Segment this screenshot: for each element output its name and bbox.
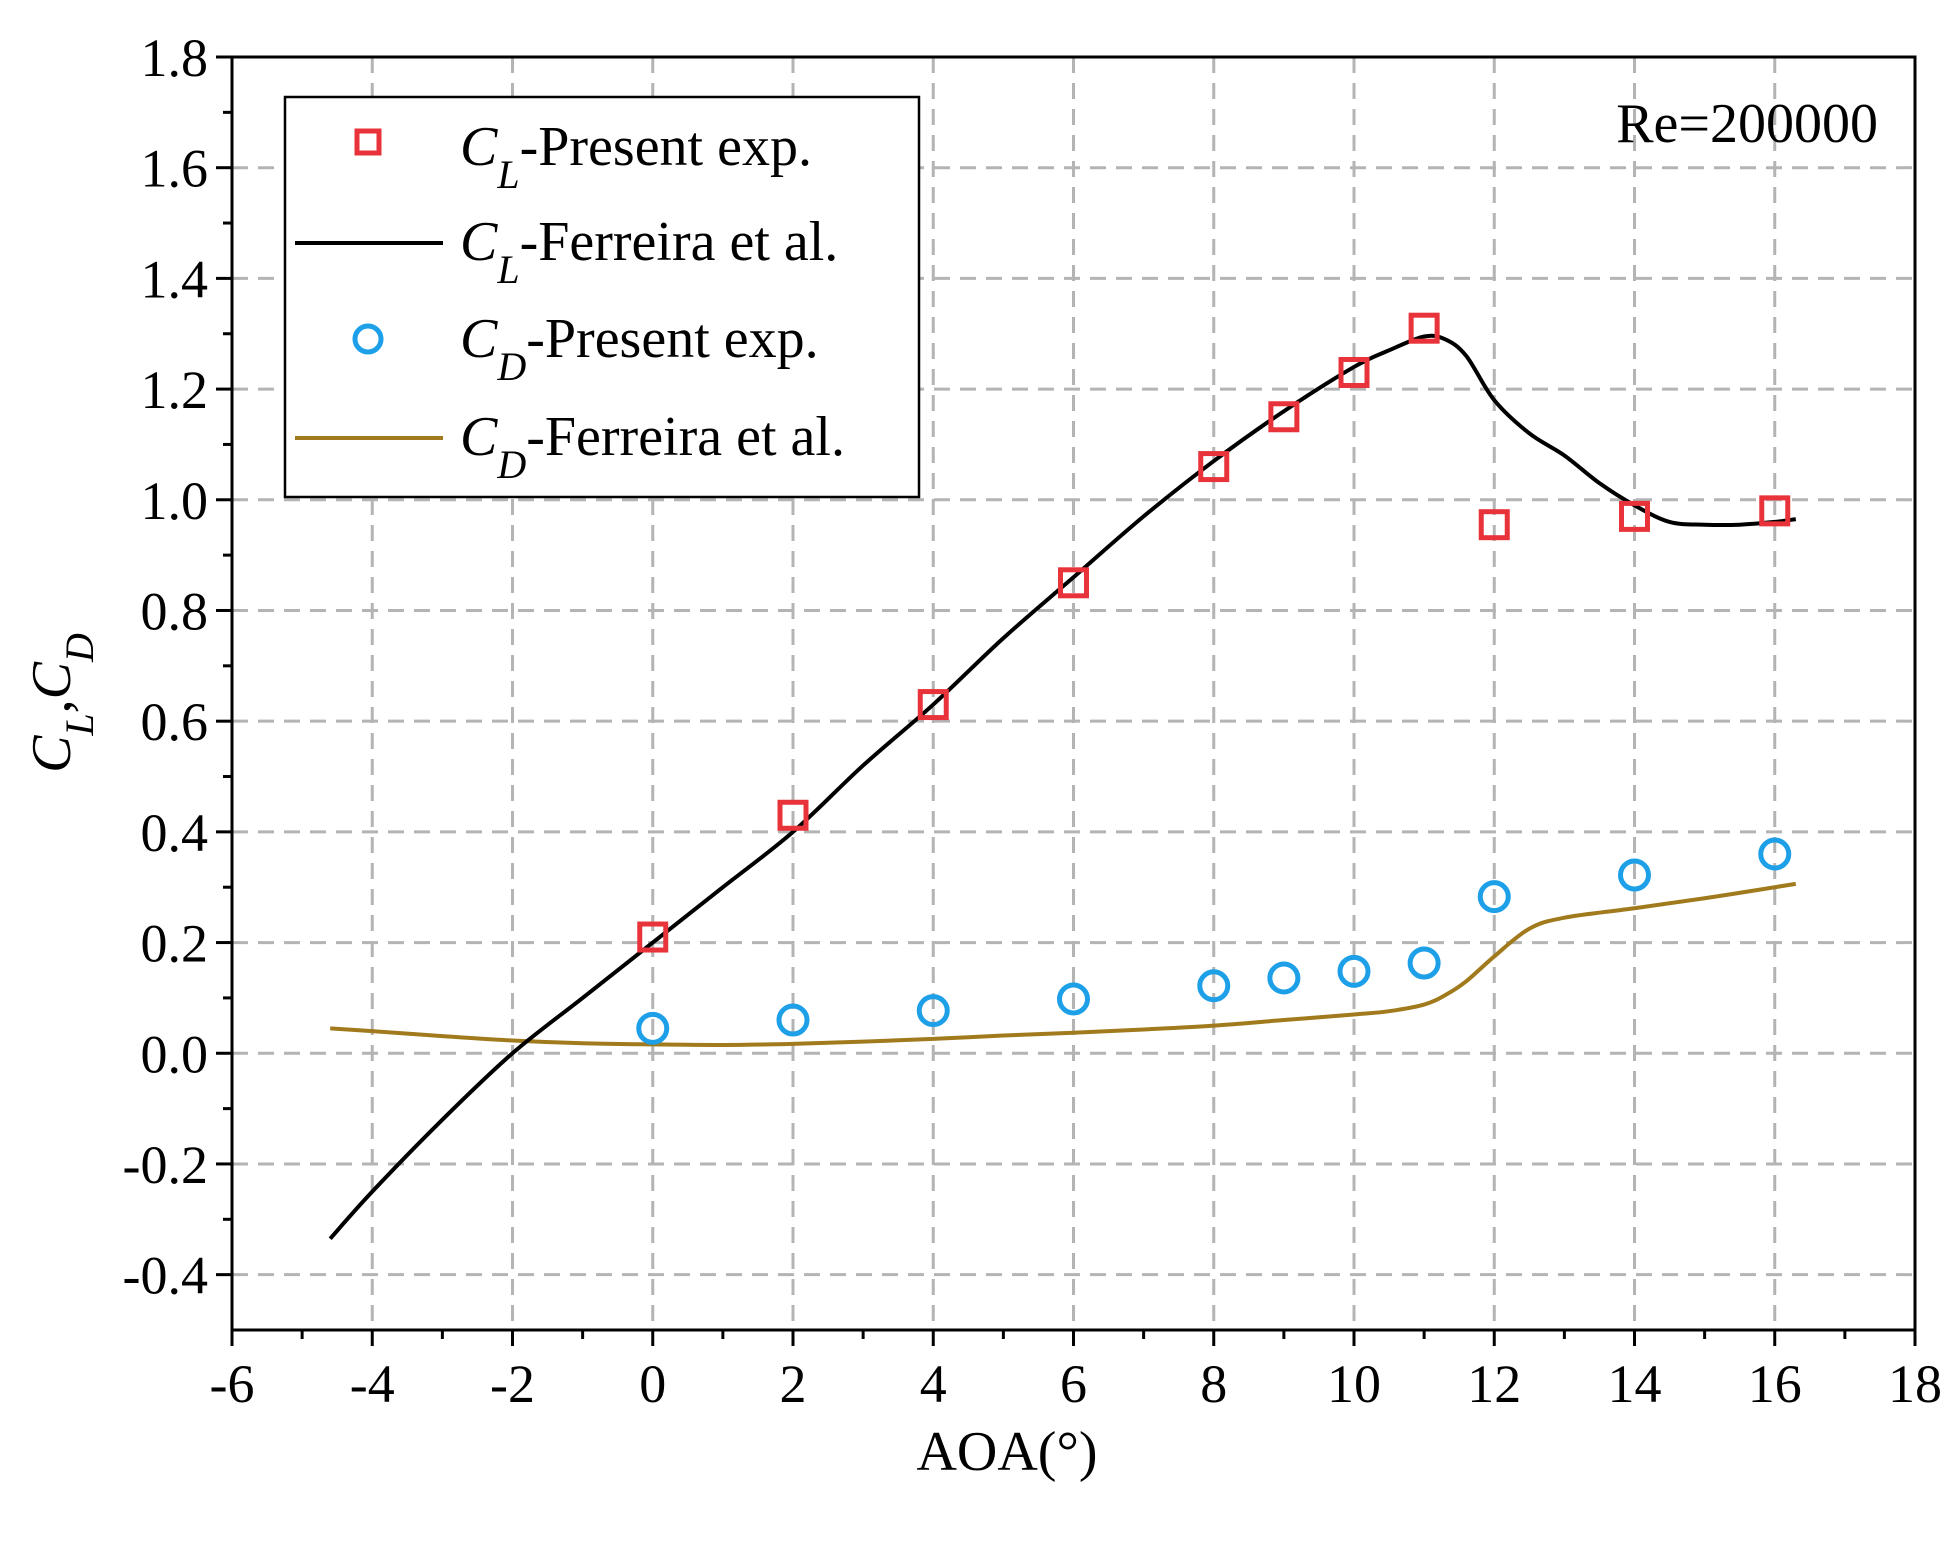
cl-present-exp-point [917,689,949,721]
cd-present-exp-point [1407,946,1441,980]
legend-marker-cd-exp [352,323,384,355]
cd-present-exp-point [1477,880,1511,914]
cd-present-exp-point [1758,837,1792,871]
cd-present-exp-point [1057,982,1090,1016]
y-tick-label: 0.8 [141,581,209,641]
y-tick-label: 1.6 [141,139,209,199]
x-tick-label: 6 [1060,1354,1087,1414]
cl-present-exp-point [1619,500,1650,532]
cl-present-exp-point [1268,401,1300,433]
x-tick-label: 0 [639,1354,666,1414]
cl-present-exp-point [1058,567,1089,599]
cl-present-exp-point [777,799,809,831]
legend-box [283,95,921,499]
cl-present-exp-point [1759,495,1791,527]
cl-present-exp-point [637,921,669,953]
x-tick-label: 14 [1608,1354,1662,1414]
x-tick-label: 18 [1888,1354,1942,1414]
cl-present-exp-point [1338,356,1370,388]
axis-ticks [216,55,1917,1346]
cd-present-exp-point [1267,961,1301,995]
cd-ferreira-line [330,881,1797,1047]
x-tick-label: 2 [780,1354,807,1414]
y-axis-title: CL,CD [21,633,102,773]
cd-present-exp-point [1197,969,1231,1003]
legend-label-cl-ref: CL-Ferreira et al. [460,211,838,292]
cd-present-exp-point [1337,954,1371,988]
tick-labels: -6 -4 -2 0 2 4 6 8 10 12 14 16 18 -0.4 -0.2 0.0 0.2 0.4 0.… [123,28,1942,1414]
cl-present-exp-point [1478,509,1510,541]
legend-label-cd-ref: CD-Ferreira et al. [460,406,845,487]
x-tick-label: -4 [350,1354,395,1414]
y-tick-label: 1.2 [141,360,209,420]
x-tick-label: 8 [1200,1354,1227,1414]
y-tick-label: 0.4 [141,803,209,863]
x-tick-label: -2 [490,1354,535,1414]
cl-present-exp-point [1198,451,1230,483]
cd-present-exp-point [776,1003,810,1037]
y-tick-label: 1.4 [141,249,209,309]
legend-label-cl-exp: CL-Present exp. [460,116,812,197]
y-tick-label: 0.0 [141,1024,209,1084]
cd-present-exp-point [636,1011,670,1045]
cd-present-exp-point [1618,858,1651,892]
legend-marker-cl-exp [354,128,382,156]
y-tick-label: -0.2 [123,1135,208,1195]
y-tick-label: 0.2 [141,914,209,974]
y-tick-label: 0.6 [141,692,209,752]
x-axis-title: AOA(°) [916,1421,1097,1483]
cl-present-exp-point [1408,312,1440,344]
reynolds-annotation: Re=200000 [1616,93,1878,155]
cd-present-exp-point [916,994,950,1028]
x-tick-label: 10 [1327,1354,1381,1414]
y-tick-label: 1.8 [141,28,209,88]
y-tick-label: 1.0 [141,471,209,531]
cl-ferreira-line [328,333,1797,1241]
y-tick-label: -0.4 [123,1246,208,1306]
x-tick-label: 4 [920,1354,947,1414]
legend: CL-Present exp. CL-Ferreira et al. CD-Pr… [283,95,921,499]
x-tick-label: -6 [210,1354,255,1414]
legend-label-cd-exp: CD-Present exp. [460,308,819,389]
x-tick-label: 16 [1748,1354,1802,1414]
series-layer [328,312,1797,1241]
x-tick-label: 12 [1467,1354,1521,1414]
